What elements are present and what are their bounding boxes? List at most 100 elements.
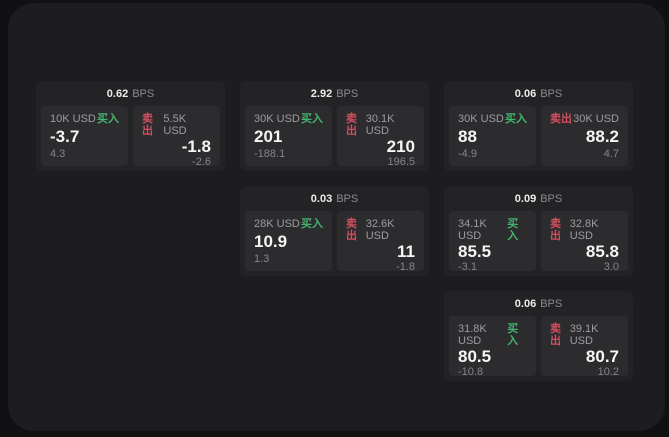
sell-change: -1.8 [396,261,415,273]
buy-notional: 34.1K USD [458,218,487,242]
buy-tile-top: 34.1K USD 买入 [458,218,527,242]
sell-tile[interactable]: 卖出 32.8K USD 85.8 3.0 [541,211,628,273]
buy-notional: 30K USD [458,113,504,125]
sell-price: 80.7 [585,347,619,366]
buy-label: 买入 [97,113,119,125]
card-body: 10K USD 买入 -3.7 4.3 卖出 5.5K USD -1.8 -2.… [41,106,220,168]
bps-header: 2.92 BPS [245,81,424,106]
bps-unit: BPS [540,192,563,205]
buy-label: 买入 [301,113,323,125]
sell-tile[interactable]: 卖出 5.5K USD -1.8 -2.6 [133,106,220,168]
sell-notional: 32.6K USD [365,218,395,242]
bps-unit: BPS [336,192,359,205]
sell-label: 卖出 [142,113,153,137]
buy-change: -4.9 [458,148,477,160]
buy-tile[interactable]: 31.8K USD 买入 80.5 -10.8 [449,316,536,378]
bps-header: 0.06 BPS [449,81,628,106]
buy-change: 1.3 [254,253,270,265]
buy-change: 4.3 [50,148,66,160]
sell-notional: 32.8K USD [569,218,599,242]
main-panel: 0.62 BPS 10K USD 买入 -3.7 4.3 卖出 5.5K USD… [8,3,665,431]
sell-tile-top: 卖出 32.6K USD [346,218,415,242]
buy-tile[interactable]: 30K USD 买入 201 -188.1 [245,106,332,166]
sell-price: -1.8 [181,137,211,156]
buy-label: 买入 [505,113,527,125]
bps-unit: BPS [336,87,359,100]
sell-tile[interactable]: 卖出 30.1K USD 210 196.5 [337,106,424,168]
buy-price: 85.5 [458,242,492,261]
sell-label: 卖出 [346,218,357,242]
bps-header: 0.03 BPS [245,186,424,211]
sell-tile[interactable]: 卖出 39.1K USD 80.7 10.2 [541,316,628,378]
buy-tile-top: 31.8K USD 买入 [458,323,527,347]
buy-tile[interactable]: 28K USD 买入 10.9 1.3 [245,211,332,271]
bps-value: 2.92 [310,87,333,100]
buy-price: 201 [254,127,283,146]
sell-change: 3.0 [603,261,619,273]
quote-card: 0.62 BPS 10K USD 买入 -3.7 4.3 卖出 5.5K USD… [36,81,225,171]
sell-notional: 5.5K USD [163,113,187,137]
sell-price: 11 [397,242,415,261]
sell-notional: 39.1K USD [569,323,599,347]
buy-tile-top: 28K USD 买入 [254,218,323,230]
bps-unit: BPS [540,297,563,310]
sell-tile-top: 卖出 30K USD [550,113,619,125]
bps-value: 0.03 [310,192,333,205]
card-body: 30K USD 买入 201 -188.1 卖出 30.1K USD 210 1… [245,106,424,168]
buy-label: 买入 [301,218,323,230]
bps-header: 0.62 BPS [41,81,220,106]
buy-label: 买入 [507,323,519,347]
card-body: 30K USD 买入 88 -4.9 卖出 30K USD 88.2 4.7 [449,106,628,166]
buy-price: 80.5 [458,347,492,366]
sell-change: 10.2 [597,366,619,378]
quote-card: 0.06 BPS 31.8K USD 买入 80.5 -10.8 卖出 39.1… [444,291,633,381]
buy-label: 买入 [507,218,519,242]
buy-tile-top: 30K USD 买入 [458,113,527,125]
bps-value: 0.06 [514,87,537,100]
sell-tile-top: 卖出 5.5K USD [142,113,211,137]
sell-tile-top: 卖出 39.1K USD [550,323,619,347]
quote-card: 0.03 BPS 28K USD 买入 10.9 1.3 卖出 32.6K US… [240,186,429,276]
buy-tile[interactable]: 34.1K USD 买入 85.5 -3.1 [449,211,536,273]
buy-notional: 28K USD [254,218,300,230]
sell-price: 85.8 [585,242,619,261]
bps-unit: BPS [540,87,563,100]
sell-change: -2.6 [192,156,211,168]
buy-tile-top: 10K USD 买入 [50,113,119,125]
buy-notional: 10K USD [50,113,96,125]
buy-tile-top: 30K USD 买入 [254,113,323,125]
bps-unit: BPS [132,87,155,100]
sell-label: 卖出 [346,113,357,137]
quote-card: 2.92 BPS 30K USD 买入 201 -188.1 卖出 30.1K … [240,81,429,171]
buy-price: -3.7 [50,127,80,146]
buy-change: -10.8 [458,366,484,378]
buy-price: 88 [458,127,477,146]
sell-tile-top: 卖出 30.1K USD [346,113,415,137]
sell-price: 210 [386,137,415,156]
sell-label: 卖出 [550,323,561,347]
card-body: 28K USD 买入 10.9 1.3 卖出 32.6K USD 11 -1.8 [245,211,424,273]
bps-value: 0.06 [514,297,537,310]
card-body: 34.1K USD 买入 85.5 -3.1 卖出 32.8K USD 85.8… [449,211,628,273]
sell-notional: 30.1K USD [365,113,395,137]
buy-change: -188.1 [254,148,286,160]
quote-card: 0.06 BPS 30K USD 买入 88 -4.9 卖出 30K USD 8… [444,81,633,171]
buy-notional: 30K USD [254,113,300,125]
sell-tile-top: 卖出 32.8K USD [550,218,619,242]
sell-change: 4.7 [603,148,619,160]
sell-price: 88.2 [585,127,619,146]
bps-header: 0.09 BPS [449,186,628,211]
bps-value: 0.09 [514,192,537,205]
quote-card: 0.09 BPS 34.1K USD 买入 85.5 -3.1 卖出 32.8K… [444,186,633,276]
sell-label: 卖出 [550,218,561,242]
buy-notional: 31.8K USD [458,323,487,347]
bps-header: 0.06 BPS [449,291,628,316]
sell-tile[interactable]: 卖出 32.6K USD 11 -1.8 [337,211,424,273]
bps-value: 0.62 [106,87,129,100]
buy-tile[interactable]: 10K USD 买入 -3.7 4.3 [41,106,128,166]
sell-tile[interactable]: 卖出 30K USD 88.2 4.7 [541,106,628,166]
buy-price: 10.9 [254,232,288,251]
sell-label: 卖出 [550,113,572,125]
buy-tile[interactable]: 30K USD 买入 88 -4.9 [449,106,536,166]
